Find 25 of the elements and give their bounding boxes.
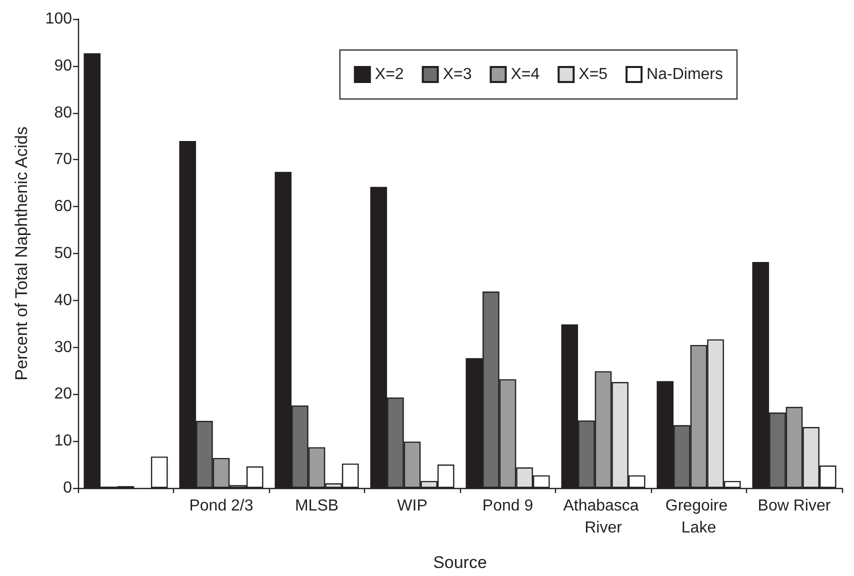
- y-tick-label: 0: [63, 480, 72, 496]
- y-axis-title: Percent of Total Naphthenic Acids: [12, 126, 31, 380]
- x-tick-label: Athabasca River: [563, 498, 644, 536]
- x-tick-label: Pond 2/3: [189, 498, 254, 514]
- y-tick-label: 20: [54, 386, 72, 403]
- x-axis-title: Source: [433, 553, 487, 572]
- y-tick-label: 100: [45, 10, 72, 28]
- x-tick-label: Gregoire Lake: [665, 498, 732, 536]
- y-tick-label: 10: [54, 432, 72, 450]
- legend-label: X=5: [578, 66, 608, 83]
- y-tick-label: 70: [54, 151, 72, 168]
- y-tick-label: 60: [54, 198, 72, 216]
- y-tick-label: 40: [54, 292, 72, 309]
- y-tick-label: 80: [54, 104, 72, 122]
- legend-label: X=2: [374, 66, 404, 83]
- x-tick-label: MLSB: [294, 498, 339, 514]
- legend-label: Na-Dimers: [646, 66, 724, 83]
- x-tick-label: Pond 9: [482, 498, 534, 514]
- y-tick-label: 50: [54, 245, 72, 262]
- x-tick-label: WIP: [397, 498, 428, 514]
- y-tick-label: 90: [54, 57, 72, 74]
- legend-label: X=4: [510, 66, 540, 83]
- x-tick-label: Bow River: [758, 498, 832, 514]
- legend-label: X=3: [442, 66, 472, 83]
- y-tick-label: 30: [54, 338, 72, 356]
